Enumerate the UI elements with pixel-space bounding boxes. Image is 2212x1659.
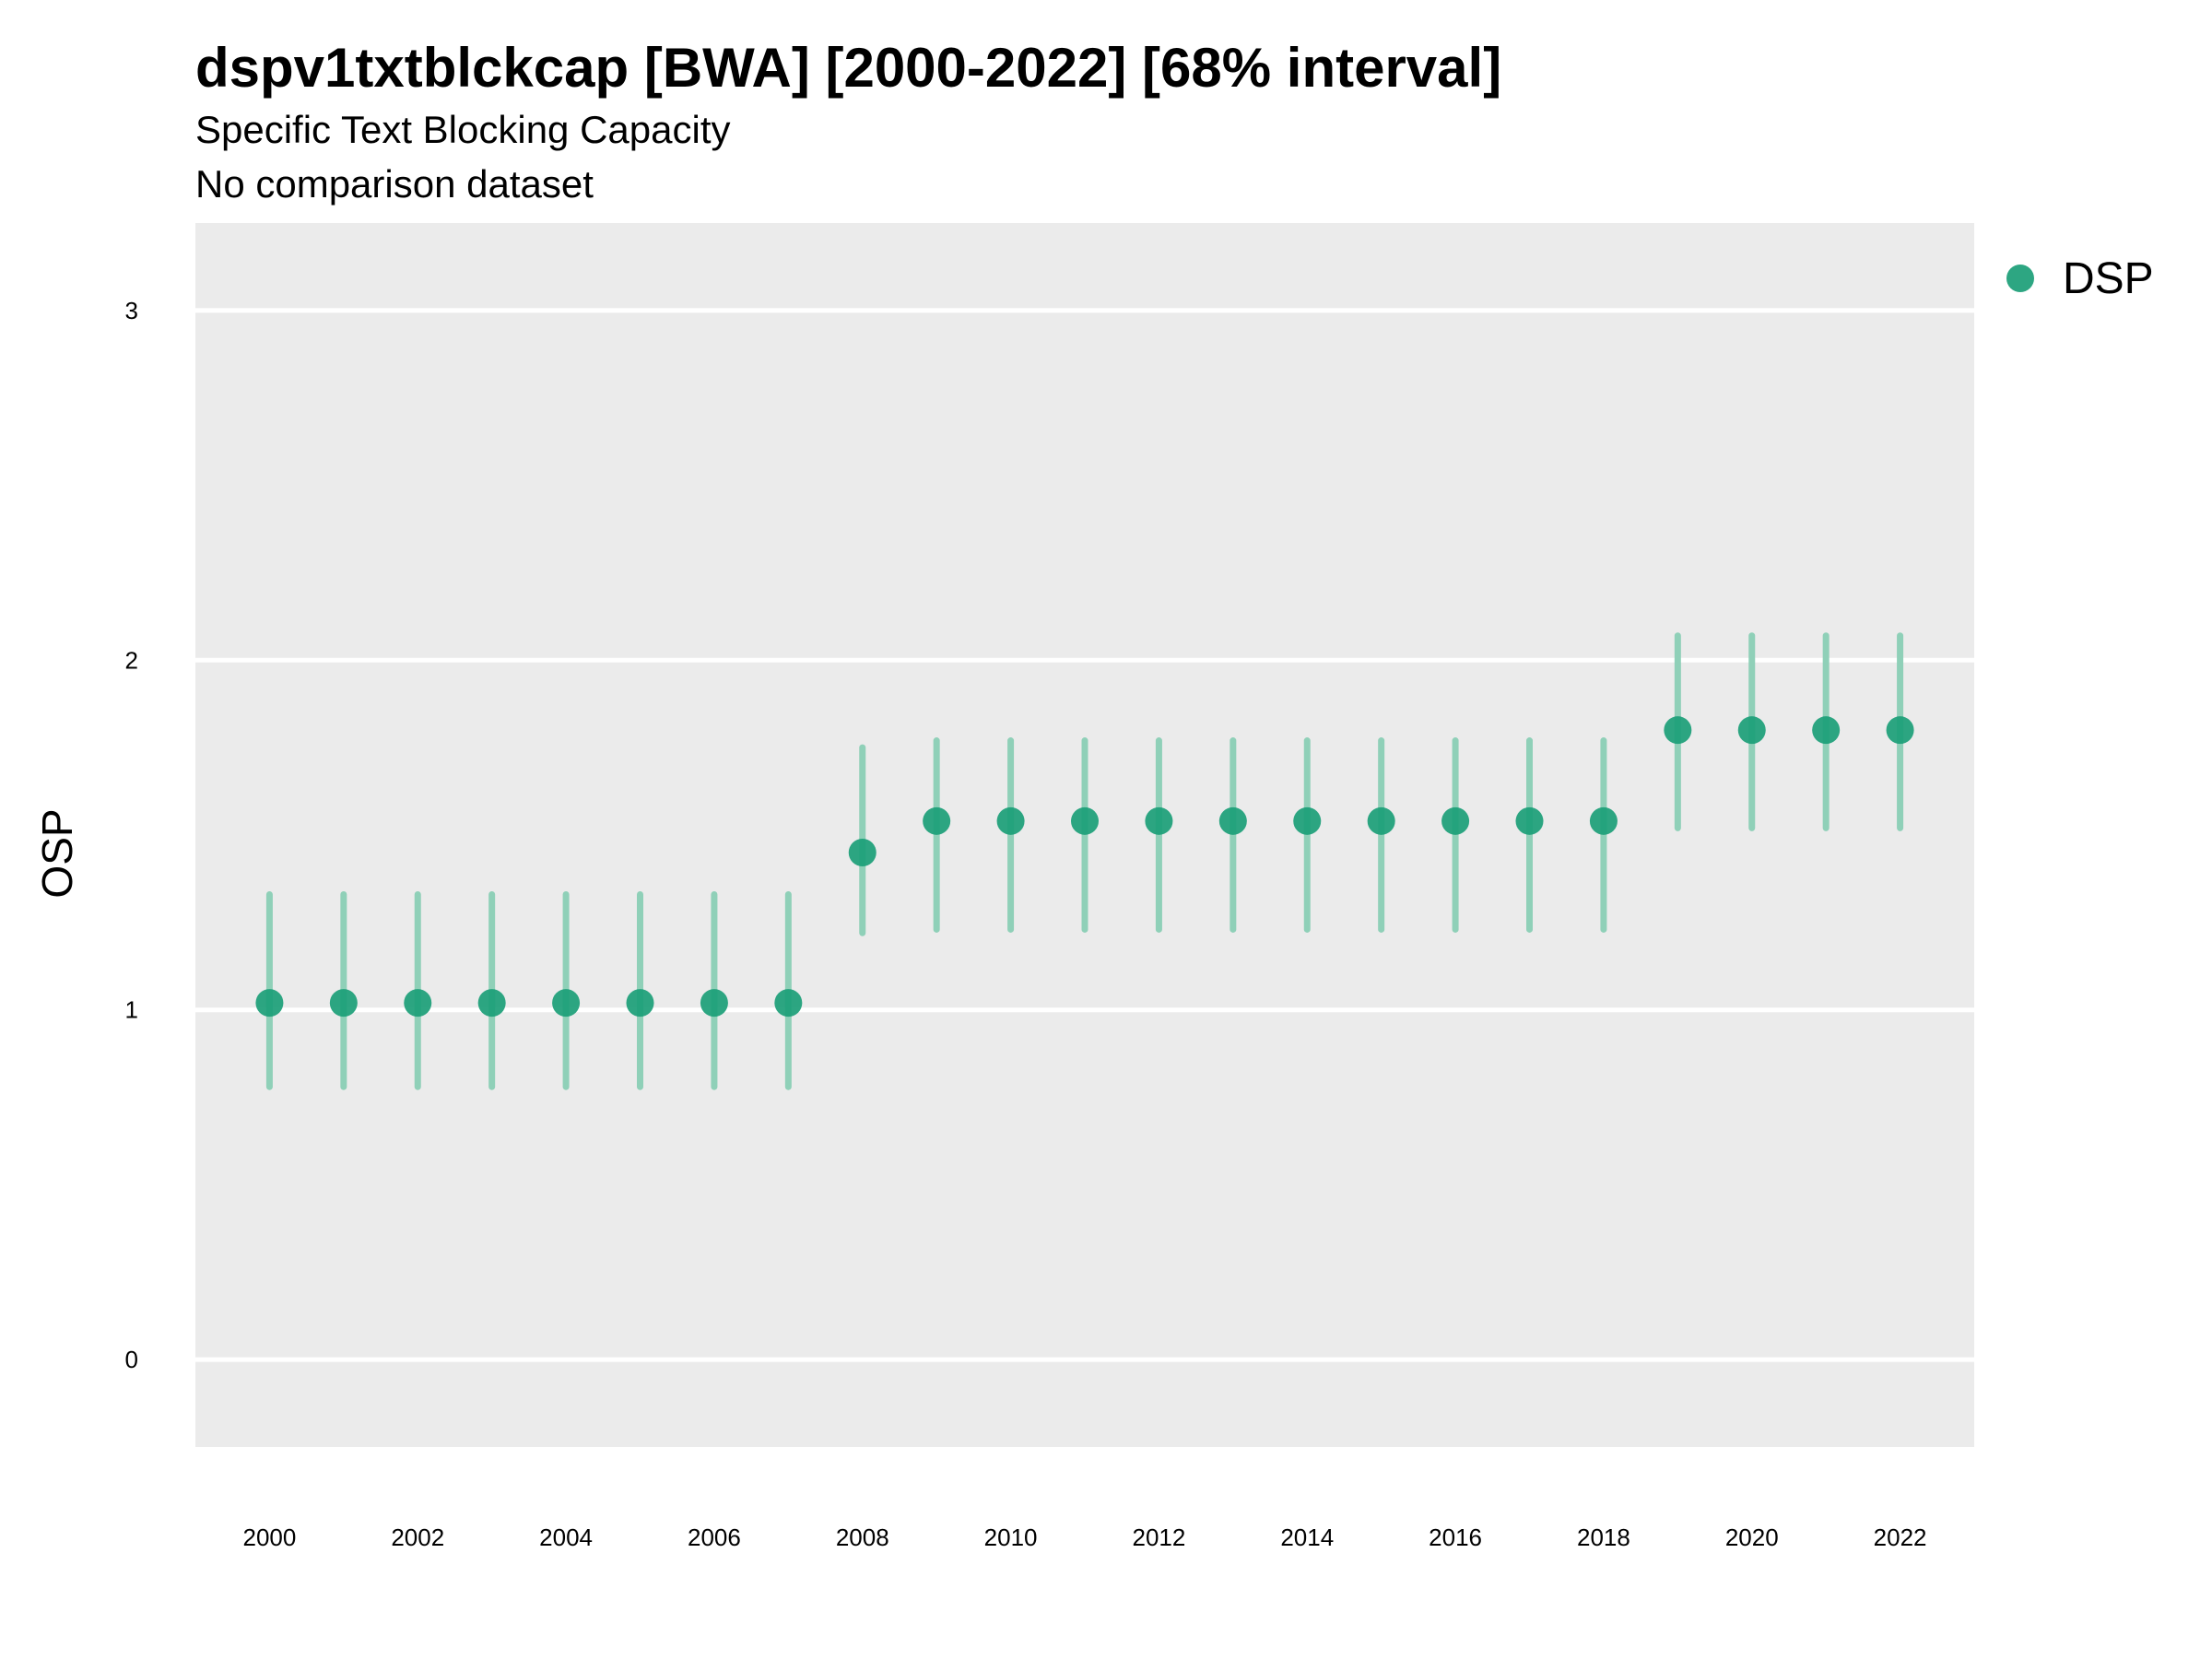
y-tick-label: 3 (125, 297, 138, 324)
data-point (774, 989, 803, 1018)
x-tick-label: 2014 (1280, 1524, 1334, 1551)
data-point (1664, 716, 1692, 745)
data-point (552, 989, 581, 1018)
x-tick-label: 2008 (836, 1524, 889, 1551)
data-point (1441, 806, 1470, 835)
data-points (255, 716, 1914, 1018)
x-tick-label: 2004 (539, 1524, 593, 1551)
data-point (255, 989, 284, 1018)
x-tick-label: 2002 (391, 1524, 444, 1551)
chart-title: dspv1txtblckcap [BWA] [2000-2022] [68% i… (195, 37, 1501, 99)
data-point (1886, 716, 1914, 745)
data-point (1515, 806, 1544, 835)
x-tick-label: 2012 (1132, 1524, 1185, 1551)
data-point (700, 989, 728, 1018)
data-point (1812, 716, 1841, 745)
y-tick-label: 2 (125, 646, 138, 674)
data-point (923, 806, 951, 835)
x-tick-label: 2018 (1577, 1524, 1630, 1551)
data-point (404, 989, 432, 1018)
y-axis-title: OSP (33, 808, 81, 898)
y-tick-label: 1 (125, 996, 138, 1024)
y-axis-tick-labels: 0 1 2 3 (125, 297, 138, 1373)
data-point (1293, 806, 1322, 835)
legend: DSP (2006, 254, 2154, 303)
data-point (1145, 806, 1173, 835)
chart-caption-line: No comparison dataset (195, 162, 594, 206)
x-tick-label: 2010 (984, 1524, 1038, 1551)
data-point (626, 989, 654, 1018)
x-axis-tick-labels: 2000 2002 2004 2006 2008 2010 2012 2014 2016 2018… (242, 1524, 1926, 1551)
legend-label-dsp: DSP (2063, 254, 2154, 303)
y-tick-label: 0 (125, 1346, 138, 1373)
data-point (1071, 806, 1099, 835)
x-tick-label: 2000 (242, 1524, 296, 1551)
chart-subtitle: Specific Text Blocking Capacity (195, 108, 731, 151)
data-point (996, 806, 1025, 835)
x-tick-label: 2016 (1429, 1524, 1482, 1551)
data-point (1737, 716, 1766, 745)
x-tick-label: 2022 (1874, 1524, 1927, 1551)
data-point (848, 838, 877, 866)
data-point (1367, 806, 1395, 835)
x-tick-label: 2020 (1725, 1524, 1779, 1551)
x-tick-label: 2006 (688, 1524, 741, 1551)
data-point (329, 989, 358, 1018)
data-point (1589, 806, 1618, 835)
legend-marker-dsp (2006, 265, 2034, 292)
data-point (1218, 806, 1247, 835)
data-point (477, 989, 506, 1018)
